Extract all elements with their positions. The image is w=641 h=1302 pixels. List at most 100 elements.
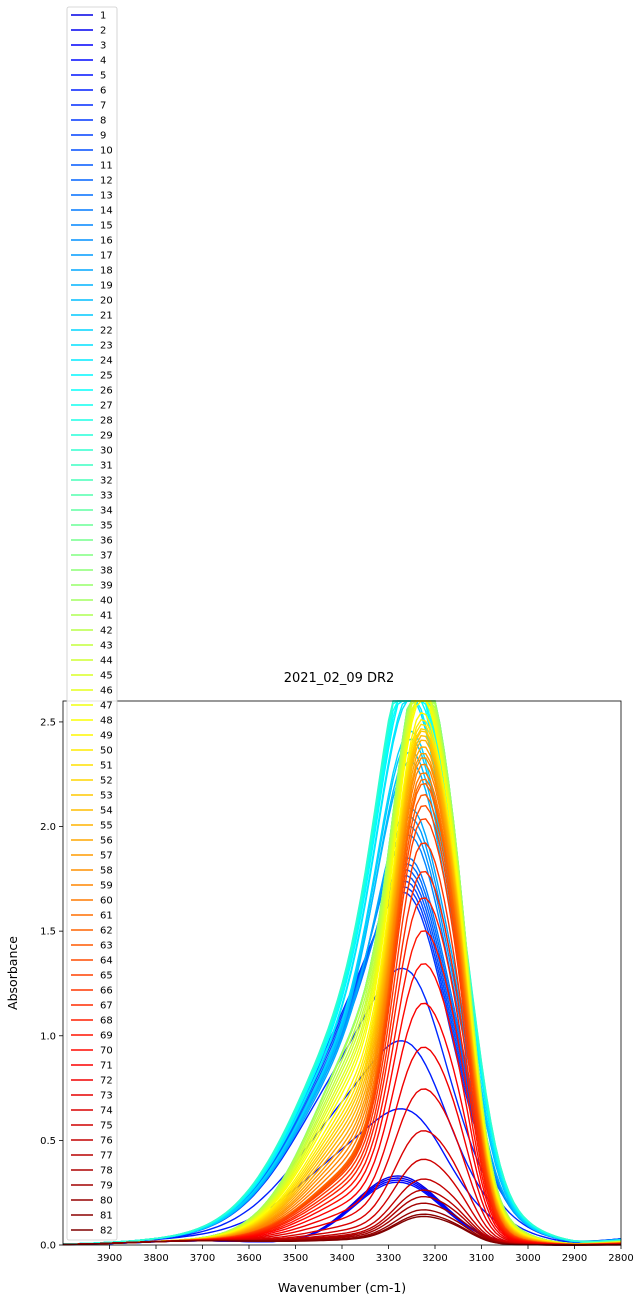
legend-label-36: 36 — [100, 536, 113, 547]
legend-label-10: 10 — [100, 146, 113, 157]
legend-label-4: 4 — [100, 56, 106, 67]
legend-label-38: 38 — [100, 566, 113, 577]
legend-label-68: 68 — [100, 1016, 113, 1027]
legend-label-23: 23 — [100, 341, 113, 352]
legend-label-61: 61 — [100, 911, 113, 922]
legend-label-32: 32 — [100, 476, 113, 487]
legend-label-15: 15 — [100, 221, 113, 232]
y-axis: 0.0 0.5 1.0 1.5 2.0 2.5 — [40, 717, 63, 1252]
legend-label-69: 69 — [100, 1031, 113, 1042]
legend-label-66: 66 — [100, 986, 113, 997]
y-axis-label: Absorbance — [5, 936, 20, 1010]
y-tick-label: 0.5 — [40, 1136, 56, 1147]
legend-label-16: 16 — [100, 236, 113, 247]
legend-label-30: 30 — [100, 446, 113, 457]
legend-label-59: 59 — [100, 881, 113, 892]
legend-label-6: 6 — [100, 86, 106, 97]
legend-label-48: 48 — [100, 716, 113, 727]
x-tick-label: 2900 — [562, 1253, 587, 1264]
legend-label-7: 7 — [100, 101, 106, 112]
legend-label-50: 50 — [100, 746, 113, 757]
series-line-14 — [62, 856, 622, 1245]
legend-label-80: 80 — [100, 1196, 113, 1207]
legend-label-35: 35 — [100, 521, 113, 532]
x-tick-label: 3700 — [190, 1253, 215, 1264]
legend-label-39: 39 — [100, 581, 113, 592]
series-line-7 — [62, 967, 622, 1245]
legend-label-31: 31 — [100, 461, 113, 472]
legend-label-75: 75 — [100, 1121, 113, 1132]
legend-label-18: 18 — [100, 266, 113, 277]
legend-label-51: 51 — [100, 761, 113, 772]
legend-label-76: 76 — [100, 1136, 113, 1147]
legend-label-63: 63 — [100, 941, 113, 952]
x-axis-label: Wavenumber (cm-1) — [278, 1280, 406, 1295]
series-line-10 — [62, 880, 622, 1245]
legend-label-52: 52 — [100, 776, 113, 787]
series-line-67 — [63, 870, 622, 1246]
legend-label-13: 13 — [100, 191, 113, 202]
x-tick-label: 3800 — [143, 1253, 168, 1264]
legend-label-60: 60 — [100, 896, 113, 907]
legend-label-64: 64 — [100, 956, 113, 967]
series-line-30 — [62, 700, 622, 1245]
legend-label-37: 37 — [100, 551, 113, 562]
legend-label-77: 77 — [100, 1151, 113, 1162]
legend-label-49: 49 — [100, 731, 113, 742]
legend-label-1: 1 — [100, 11, 106, 22]
legend-label-53: 53 — [100, 791, 113, 802]
legend-label-81: 81 — [100, 1211, 113, 1222]
legend-label-47: 47 — [100, 701, 113, 712]
legend-label-3: 3 — [100, 41, 106, 52]
legend-label-14: 14 — [100, 206, 113, 217]
legend-label-9: 9 — [100, 131, 106, 142]
y-tick-label: 1.0 — [40, 1031, 56, 1042]
legend-label-55: 55 — [100, 821, 113, 832]
x-axis: 3900 3800 3700 3600 3500 3400 3300 3200 3100 3000… — [97, 1245, 634, 1264]
legend-label-26: 26 — [100, 386, 113, 397]
legend-label-43: 43 — [100, 641, 113, 652]
legend-label-78: 78 — [100, 1166, 113, 1177]
legend-label-33: 33 — [100, 491, 113, 502]
series-layer — [62, 700, 622, 1246]
legend-label-11: 11 — [100, 161, 113, 172]
chart-title: 2021_02_09 DR2 — [284, 671, 395, 686]
legend-label-73: 73 — [100, 1091, 113, 1102]
legend: 1234567891011121314151617181920212223242… — [66, 6, 118, 1241]
legend-label-24: 24 — [100, 356, 113, 367]
legend-label-42: 42 — [100, 626, 113, 637]
y-tick-label: 2.5 — [40, 717, 56, 728]
y-tick-label: 1.5 — [40, 927, 56, 938]
legend-label-8: 8 — [100, 116, 106, 127]
legend-label-70: 70 — [100, 1046, 113, 1057]
x-tick-label: 3000 — [515, 1253, 540, 1264]
legend-label-74: 74 — [100, 1106, 113, 1117]
series-line-62 — [63, 782, 622, 1246]
legend-label-67: 67 — [100, 1001, 113, 1012]
legend-label-65: 65 — [100, 971, 113, 982]
legend-label-57: 57 — [100, 851, 113, 862]
x-tick-label: 3300 — [376, 1253, 401, 1264]
legend-label-41: 41 — [100, 611, 113, 622]
legend-label-54: 54 — [100, 806, 113, 817]
legend-label-28: 28 — [100, 416, 113, 427]
legend-label-79: 79 — [100, 1181, 113, 1192]
legend-label-58: 58 — [100, 866, 113, 877]
series-line-8 — [62, 891, 622, 1245]
legend-label-72: 72 — [100, 1076, 113, 1087]
x-tick-label: 2800 — [608, 1253, 633, 1264]
legend-label-82: 82 — [100, 1226, 113, 1237]
legend-label-40: 40 — [100, 596, 113, 607]
legend-label-44: 44 — [100, 656, 113, 667]
x-tick-label: 3900 — [97, 1253, 122, 1264]
series-line-66 — [63, 842, 622, 1246]
x-tick-label: 3400 — [329, 1253, 354, 1264]
y-tick-label: 0.0 — [40, 1241, 56, 1252]
legend-label-71: 71 — [100, 1061, 113, 1072]
x-tick-label: 3100 — [469, 1253, 494, 1264]
legend-label-20: 20 — [100, 296, 113, 307]
x-tick-label: 3600 — [236, 1253, 261, 1264]
legend-label-21: 21 — [100, 311, 113, 322]
